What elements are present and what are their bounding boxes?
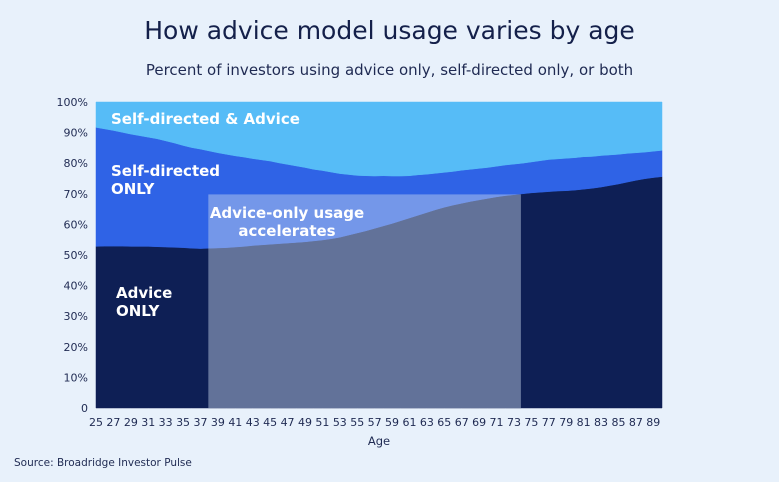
area-self-directed-advice	[95, 101, 663, 177]
x-tick-label: 35	[176, 416, 190, 429]
x-tick-label: 43	[246, 416, 260, 429]
label-advice-accelerates-line: accelerates	[238, 222, 335, 240]
y-tick-label: 40%	[64, 280, 88, 293]
y-tick-label: 70%	[64, 188, 88, 201]
y-tick-label: 90%	[64, 127, 88, 140]
x-tick-label: 33	[159, 416, 173, 429]
source-note: Source: Broadridge Investor Pulse	[14, 457, 192, 469]
x-tick-label: 87	[629, 416, 643, 429]
x-tick-label: 75	[524, 416, 538, 429]
x-tick-label: 77	[542, 416, 556, 429]
x-tick-label: 31	[141, 416, 155, 429]
x-tick-label: 67	[455, 416, 469, 429]
x-axis: 25 27 29 31 33 35 37 39 41 43 45 47 49 51 53 55 57 59 61 63…	[89, 416, 660, 448]
x-tick-label: 71	[490, 416, 504, 429]
x-tick-label: 57	[368, 416, 382, 429]
chart-subtitle: Percent of investors using advice only, …	[145, 61, 634, 79]
x-tick-label: 49	[298, 416, 312, 429]
label-self-directed-only-line: ONLY	[111, 180, 156, 198]
x-tick-label: 81	[577, 416, 591, 429]
y-tick-label: 0	[81, 402, 88, 415]
x-tick-label: 51	[315, 416, 329, 429]
x-tick-label: 85	[611, 416, 625, 429]
x-tick-label: 73	[507, 416, 521, 429]
y-tick-label: 60%	[64, 218, 88, 231]
x-tick-label: 47	[281, 416, 295, 429]
x-tick-label: 69	[472, 416, 486, 429]
x-tick-label: 53	[333, 416, 347, 429]
x-tick-label: 45	[263, 416, 277, 429]
y-tick-label: 100%	[57, 96, 88, 109]
x-tick-label: 79	[559, 416, 573, 429]
x-tick-label: 63	[420, 416, 434, 429]
chart-title: How advice model usage varies by age	[144, 16, 635, 45]
x-tick-label: 83	[594, 416, 608, 429]
y-tick-label: 50%	[64, 249, 88, 262]
label-self-directed-only-line: Self-directed	[111, 162, 220, 180]
x-tick-label: 39	[211, 416, 225, 429]
label-advice-only-line: Advice	[116, 284, 172, 302]
y-tick-label: 10%	[64, 371, 88, 384]
y-tick-label: 30%	[64, 310, 88, 323]
label-advice-only-line: ONLY	[116, 302, 161, 320]
chart-areas	[95, 101, 663, 409]
highlight-layer	[208, 194, 521, 408]
x-tick-label: 25	[89, 416, 103, 429]
label-advice-accelerates-line: Advice-only usage	[210, 204, 364, 222]
y-tick-label: 80%	[64, 157, 88, 170]
label-advice-accelerates: Advice-only usage accelerates	[210, 204, 364, 240]
y-axis: 0 10% 20% 30% 40% 50% 60% 70% 80% 90% 100%	[57, 96, 88, 415]
x-tick-label: 55	[350, 416, 364, 429]
x-tick-label: 37	[193, 416, 207, 429]
x-axis-title: Age	[368, 434, 390, 448]
label-self-directed-advice-line: Self-directed & Advice	[111, 110, 300, 128]
x-tick-label: 65	[437, 416, 451, 429]
label-self-directed-only: Self-directed ONLY	[111, 162, 220, 198]
x-tick-label: 41	[228, 416, 242, 429]
highlight-box	[208, 194, 521, 408]
x-tick-label: 27	[106, 416, 120, 429]
label-self-directed-advice: Self-directed & Advice	[111, 110, 300, 128]
label-advice-only: Advice ONLY	[116, 284, 172, 320]
x-tick-label: 89	[646, 416, 660, 429]
x-tick-label: 59	[385, 416, 399, 429]
x-tick-label: 29	[124, 416, 138, 429]
y-tick-label: 20%	[64, 341, 88, 354]
x-tick-label: 61	[402, 416, 416, 429]
